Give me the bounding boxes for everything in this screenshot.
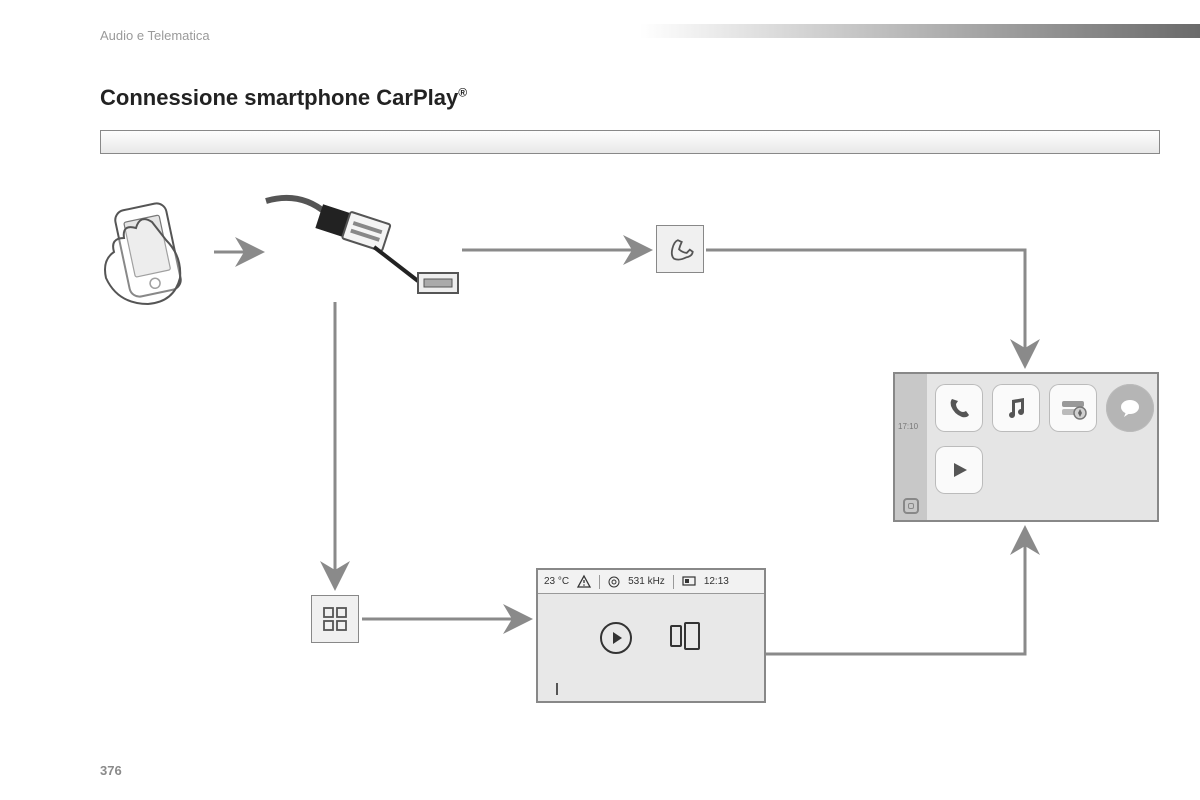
screen-mini-icon bbox=[682, 576, 696, 588]
warning-icon bbox=[577, 575, 591, 589]
title-text: Connessione smartphone CarPlay bbox=[100, 85, 458, 110]
infotainment-screen: 23 °C 531 kHz 12:13 bbox=[536, 568, 766, 703]
carplay-row-1 bbox=[935, 384, 1154, 432]
maps-app-icon bbox=[1049, 384, 1097, 432]
at-icon bbox=[608, 576, 620, 588]
phone-handset-icon bbox=[665, 234, 695, 264]
play-circle-icon bbox=[600, 622, 632, 654]
page-title: Connessione smartphone CarPlay® bbox=[100, 85, 467, 111]
carplay-sidebar: 17:10 bbox=[895, 374, 927, 520]
carplay-time: 17:10 bbox=[898, 422, 918, 431]
carplay-screen: 17:10 bbox=[893, 372, 1159, 522]
cursor-indicator bbox=[556, 683, 558, 695]
freq-label: 531 kHz bbox=[628, 576, 665, 587]
infotainment-statusbar: 23 °C 531 kHz 12:13 bbox=[538, 570, 764, 594]
play-app-icon bbox=[935, 446, 983, 494]
header-gradient-bar bbox=[640, 24, 1200, 38]
infotainment-body bbox=[538, 594, 764, 701]
registered-mark: ® bbox=[458, 86, 467, 100]
page-number: 376 bbox=[100, 763, 122, 778]
messages-app-icon bbox=[1106, 384, 1154, 432]
temp-label: 23 °C bbox=[544, 576, 569, 587]
hand-phone-illustration bbox=[105, 202, 183, 304]
section-label: Audio e Telematica bbox=[100, 28, 210, 43]
title-underline-bar bbox=[100, 130, 1160, 154]
apps-grid-icon bbox=[322, 606, 348, 632]
clock-label: 12:13 bbox=[704, 576, 729, 587]
apps-grid-iconbox bbox=[311, 595, 359, 643]
phone-mirror-icon bbox=[670, 622, 700, 650]
music-app-icon bbox=[992, 384, 1040, 432]
phone-app-icon bbox=[935, 384, 983, 432]
carplay-row-2 bbox=[935, 446, 983, 494]
usb-cable-illustration bbox=[266, 198, 458, 293]
home-icon bbox=[903, 498, 919, 514]
arrow-phoneicon-to-carplay bbox=[706, 250, 1025, 366]
phone-handset-iconbox bbox=[656, 225, 704, 273]
